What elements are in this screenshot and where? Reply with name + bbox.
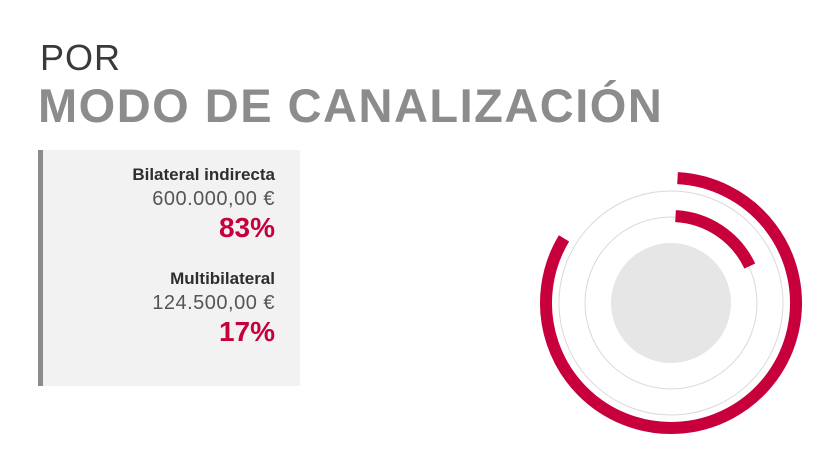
legend-entry-label: Bilateral indirecta	[132, 165, 275, 184]
legend-panel: Bilateral indirecta 600.000,00 € 83% Mul…	[38, 150, 300, 386]
legend-entry-label: Multibilateral	[170, 269, 275, 288]
legend-entry-multibilateral: Multibilateral 124.500,00 € 17%	[152, 268, 275, 348]
chart-title: MODO DE CANALIZACIÓN	[38, 79, 664, 132]
center-disc	[611, 243, 731, 363]
arc-multibilateral	[675, 210, 756, 269]
radial-chart	[540, 172, 802, 434]
legend-entry-amount: 600.000,00 €	[152, 188, 275, 210]
arc-bilateral-indirecta	[540, 172, 802, 434]
chart-pre-title: POR	[40, 37, 122, 78]
legend-entry-percent: 83%	[218, 212, 275, 243]
legend-entry-amount: 124.500,00 €	[152, 292, 275, 314]
legend-entry-percent: 17%	[218, 316, 275, 347]
legend-entry-bilateral-indirecta: Bilateral indirecta 600.000,00 € 83%	[132, 164, 275, 244]
outer-guide-ring	[558, 190, 784, 416]
inner-guide-ring	[584, 216, 758, 390]
